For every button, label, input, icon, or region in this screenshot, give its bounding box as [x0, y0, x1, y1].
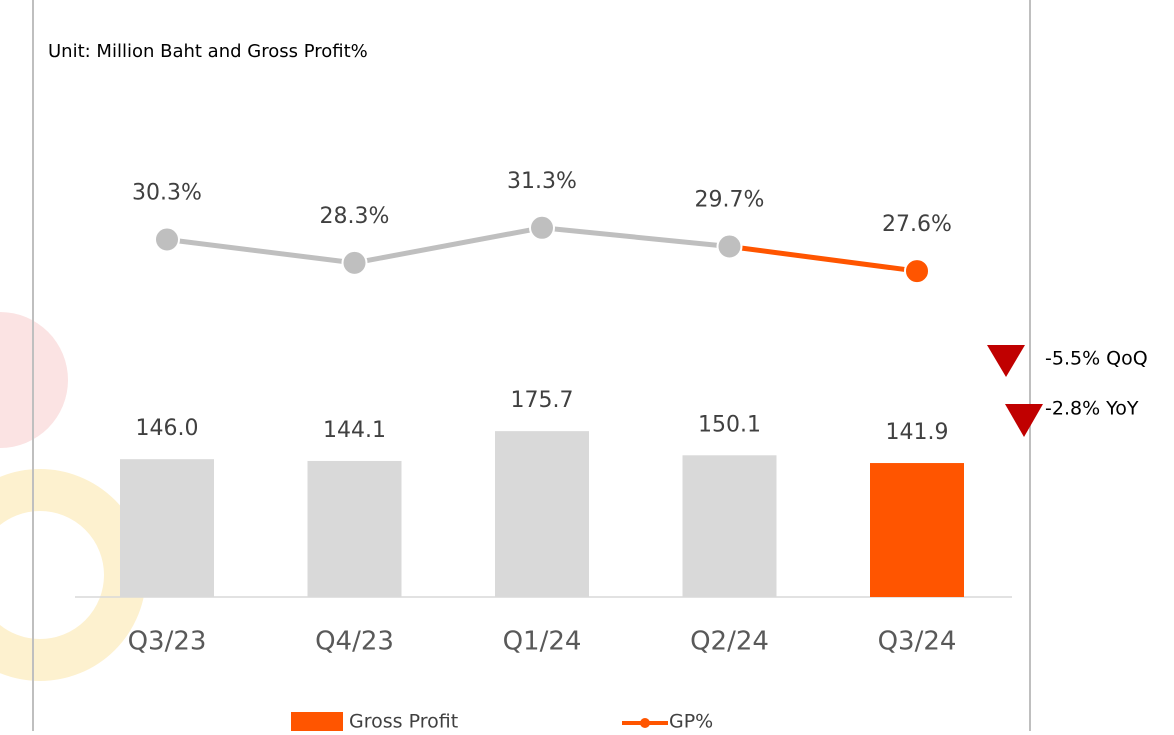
x-tick-label: Q1/24	[503, 627, 582, 657]
data-label: 31.3%	[507, 169, 577, 194]
x-tick-label: Q2/24	[690, 627, 769, 657]
down-arrow	[987, 345, 1025, 377]
legend-swatch	[291, 712, 343, 734]
line-marker	[154, 226, 180, 253]
frame	[32, 0, 1031, 735]
line-marker	[341, 249, 368, 276]
x-tick-label: Q3/23	[128, 627, 207, 657]
legend-label: Gross Profit	[349, 711, 458, 732]
data-label: 146.0	[136, 416, 199, 441]
bar	[682, 455, 777, 597]
line-marker	[904, 258, 930, 285]
annotation: -2.8% YoY	[1045, 398, 1139, 420]
line-segment	[354, 225, 543, 266]
data-label: 29.7%	[695, 188, 765, 213]
line-segment	[729, 244, 918, 274]
data-label: 141.9	[886, 420, 949, 445]
annotation: -5.5% QoQ	[1045, 348, 1148, 370]
x-tick-label: Q4/23	[315, 627, 394, 657]
bar	[307, 460, 402, 597]
bar	[495, 431, 589, 597]
data-label: 27.6%	[882, 212, 952, 237]
data-label: 150.1	[698, 412, 761, 437]
line-segment	[541, 225, 730, 249]
bar	[120, 459, 214, 597]
line-marker	[716, 233, 743, 260]
down-arrow	[1005, 404, 1043, 437]
legend-swatch	[640, 718, 650, 728]
bar	[870, 463, 964, 597]
data-label: 28.3%	[320, 204, 390, 229]
line-marker	[529, 214, 555, 241]
data-label: 144.1	[323, 418, 386, 443]
data-label: 175.7	[511, 388, 574, 413]
chart-title: Unit: Million Baht and Gross Profit%	[48, 41, 368, 62]
data-label: 30.3%	[132, 180, 202, 205]
x-tick-label: Q3/24	[878, 627, 957, 657]
legend-label: GP%	[669, 711, 713, 732]
line-segment	[166, 237, 355, 266]
background-decor	[0, 469, 146, 681]
